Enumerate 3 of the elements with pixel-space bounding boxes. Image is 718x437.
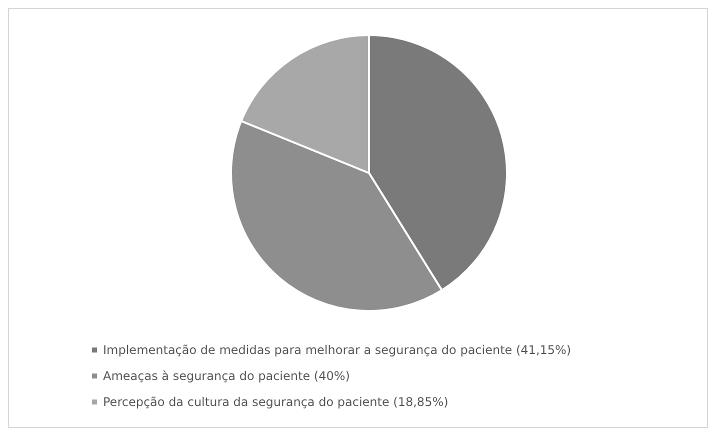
legend-label: Ameaças à segurança do paciente (40%) — [103, 369, 350, 383]
legend-label: Percepção da cultura da segurança do paciente (18,85%) — [103, 395, 448, 409]
legend-label: Implementação de medidas para melhorar a segurança do paciente (41,15%) — [103, 343, 572, 357]
